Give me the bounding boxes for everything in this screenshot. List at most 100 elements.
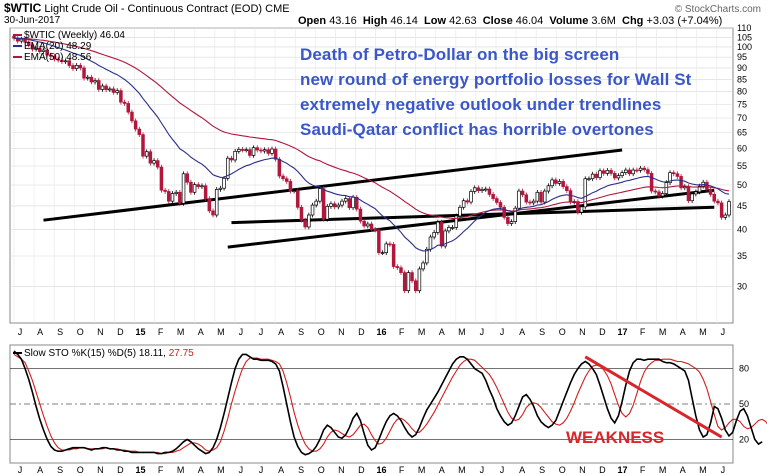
candle-down [495, 198, 499, 203]
candle-down [561, 181, 565, 187]
candle-down [281, 175, 285, 180]
price-tick-label: 80 [737, 86, 747, 96]
sto-k-swatch-icon [13, 352, 22, 355]
candle-down [122, 101, 127, 104]
price-x-tick-label: D [599, 327, 606, 337]
price-tick-label: 70 [737, 113, 747, 123]
candle-down [203, 185, 208, 199]
sto-x-tick-label: S [57, 465, 63, 474]
candle-down [653, 190, 658, 193]
price-x-tick-label: M [458, 327, 466, 337]
candle-down [465, 200, 470, 203]
candle-up [472, 187, 477, 192]
chg-value: +3.03 (+7.04%) [646, 15, 723, 27]
candle-down [296, 190, 300, 208]
candle-down [712, 194, 717, 202]
candle-down [67, 60, 72, 66]
price-x-tick-label: O [559, 327, 566, 337]
candle-down [56, 58, 60, 61]
candle-down [60, 59, 64, 62]
price-x-tick-label: 16 [376, 327, 386, 337]
price-tick-label: 85 [737, 74, 747, 84]
high-label: High [362, 15, 388, 27]
candle-down [388, 243, 392, 246]
candle-down [185, 173, 189, 183]
candle-down [207, 198, 212, 212]
candle-down [133, 120, 138, 130]
price-x-tick-label: M [217, 327, 225, 337]
candle-down [675, 173, 680, 177]
candle-up [579, 206, 584, 213]
price-tick-label: 30 [737, 282, 747, 292]
candle-down [528, 201, 532, 204]
low-label: Low [424, 15, 447, 27]
price-x-tick-label: S [298, 327, 304, 337]
exchange-label: CME [265, 3, 290, 15]
sto-x-tick-label: 17 [617, 465, 627, 474]
sto-x-tick-label: S [298, 465, 304, 474]
candle-up [233, 151, 237, 161]
candle-down [130, 111, 134, 122]
stockcharts-logo: © StockCharts.com [674, 4, 761, 15]
annotation-line-2: new round of energy portfolio losses for… [300, 70, 692, 89]
candle-down [240, 149, 245, 151]
candle-down [358, 208, 363, 222]
candle-down [646, 169, 650, 174]
candle-up [624, 169, 628, 173]
trendline [43, 148, 623, 222]
candle-up [587, 178, 591, 181]
price-x-tick-label: 17 [617, 327, 627, 337]
sto-reference-lines [10, 368, 733, 440]
candle-up [531, 200, 536, 204]
sto-x-tick-label: M [699, 465, 707, 474]
sto-x-tick-label: J [480, 465, 485, 474]
candle-down [649, 173, 654, 192]
price-x-tick-label: F [158, 327, 164, 337]
sto-x-tick-label: J [18, 465, 23, 474]
candle-up [546, 185, 551, 192]
sto-x-tick-label: D [358, 465, 365, 474]
candle-down [255, 147, 259, 151]
candle-down [539, 191, 543, 203]
trendline [227, 188, 715, 249]
sto-x-tick-label: A [680, 465, 686, 474]
price-tick-label: 65 [737, 128, 747, 138]
sto-x-tick-label: D [117, 465, 124, 474]
candle-up [314, 200, 318, 206]
price-x-tick-label: 15 [135, 327, 145, 337]
candle-up [336, 204, 341, 208]
candle-up [244, 149, 248, 152]
candle-down [332, 203, 337, 208]
candle-up [406, 272, 411, 292]
candle-down [362, 220, 366, 227]
price-x-tick-label: J [259, 327, 264, 337]
price-x-tick-label: A [198, 327, 204, 337]
candle-down [141, 134, 145, 157]
candle-down [229, 157, 234, 161]
candle-down [498, 202, 503, 208]
candle-up [620, 172, 624, 177]
price-x-tick-label: D [358, 327, 365, 337]
candle-down [355, 196, 359, 210]
ema20-line [13, 37, 730, 252]
price-x-tick-label: J [239, 327, 244, 337]
ema50-line [13, 37, 730, 219]
candle-down [524, 194, 529, 203]
ohlc-readout: Open 43.16 High 46.14 Low 42.63 Close 46… [298, 15, 722, 27]
candle-down [26, 41, 31, 46]
candle-down [686, 186, 691, 202]
price-x-tick-label: D [117, 327, 124, 337]
legend-price: $WTIC (Weekly) 46.04 [13, 30, 125, 41]
high-value: 46.14 [390, 15, 418, 27]
candle-down [576, 201, 580, 213]
price-tick-label: 75 [737, 99, 747, 109]
sto-downtrend-line [584, 355, 723, 439]
candle-up [590, 173, 595, 180]
candle-down [391, 244, 396, 267]
sto-x-tick-label: M [418, 465, 426, 474]
chart-date: 30-Jun-2017 [4, 15, 61, 26]
candle-up [513, 207, 517, 222]
price-tick-label: 90 [737, 63, 747, 73]
candle-down [155, 160, 160, 168]
candle-up [638, 167, 643, 171]
